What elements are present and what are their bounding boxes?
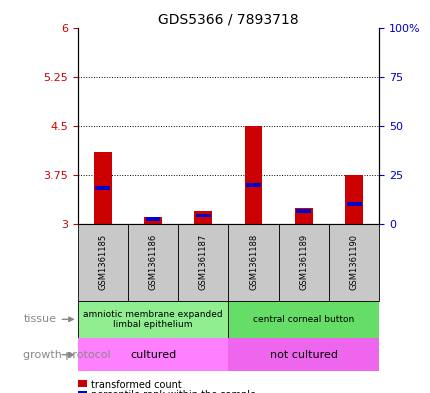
Bar (295, 208, 312, 224)
Text: cultured: cultured (129, 350, 176, 360)
Text: GSM1361190: GSM1361190 (349, 234, 358, 290)
Bar (228, 301, 378, 338)
Text: GSM1361186: GSM1361186 (148, 234, 157, 290)
Text: GSM1361188: GSM1361188 (249, 234, 258, 290)
Title: GDS5366 / 7893718: GDS5366 / 7893718 (158, 12, 298, 26)
Bar (296, 209, 310, 213)
Text: percentile rank within the sample: percentile rank within the sample (90, 390, 255, 393)
Text: GSM1361187: GSM1361187 (198, 234, 207, 290)
Text: not cultured: not cultured (269, 350, 337, 360)
Bar (95, 186, 110, 190)
Bar (228, 224, 278, 301)
Text: GSM1361185: GSM1361185 (98, 234, 107, 290)
Bar (228, 338, 378, 371)
Text: GSM1361189: GSM1361189 (299, 234, 307, 290)
Bar (178, 224, 228, 301)
Bar (77, 224, 128, 301)
Bar (144, 217, 161, 224)
Bar (244, 126, 262, 224)
Bar (128, 224, 178, 301)
Text: tissue: tissue (23, 314, 56, 324)
Bar (346, 202, 361, 206)
Bar (194, 211, 212, 224)
Bar (195, 213, 210, 217)
Bar (145, 217, 160, 221)
Text: central corneal button: central corneal button (253, 315, 353, 324)
Bar (77, 301, 228, 338)
Bar (94, 152, 111, 224)
Bar (328, 224, 378, 301)
Bar (246, 183, 261, 187)
Bar (344, 175, 362, 224)
Text: growth protocol: growth protocol (23, 350, 111, 360)
Text: transformed count: transformed count (90, 380, 181, 390)
Bar (278, 224, 328, 301)
Text: amniotic membrane expanded
limbal epithelium: amniotic membrane expanded limbal epithe… (83, 310, 222, 329)
Bar (77, 338, 228, 371)
